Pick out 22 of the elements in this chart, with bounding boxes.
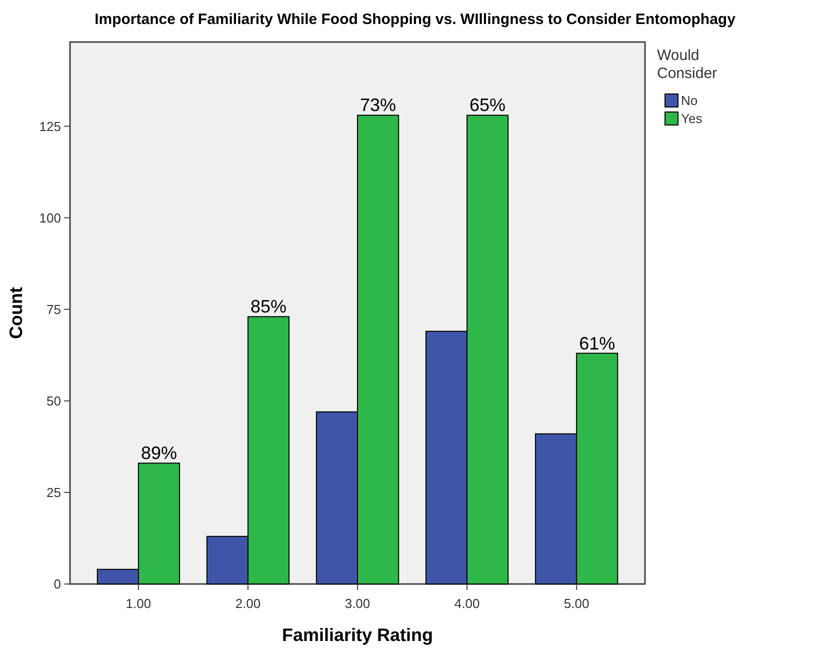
- legend-title: Would Consider: [657, 47, 718, 82]
- y-tick-label: 75: [46, 302, 61, 317]
- annotation: 85%: [250, 296, 287, 317]
- x-tick-label: 2.00: [235, 596, 261, 611]
- x-axis-title: Familiarity Rating: [282, 625, 434, 645]
- y-tick-label: 100: [39, 210, 61, 226]
- legend-label: No: [681, 93, 698, 108]
- annotation: 61%: [579, 333, 616, 354]
- annotation: 65%: [470, 95, 506, 116]
- y-tick-label: 50: [46, 393, 61, 408]
- y-tick-label: 125: [39, 118, 61, 134]
- legend-label: Yes: [681, 111, 703, 126]
- y-tick-label: 0: [54, 576, 61, 592]
- x-tick-label: 3.00: [344, 596, 370, 611]
- annotation: 89%: [140, 443, 178, 464]
- x-tick-label: 5.00: [564, 596, 590, 611]
- x-tick-label: 1.00: [126, 596, 152, 611]
- chart-title: Importance of Familiarity While Food Shopping vs. WIllingness to Consider Entomophagy: [94, 11, 736, 28]
- y-tick-label: 25: [46, 484, 61, 500]
- x-tick-label: 4.00: [454, 596, 480, 611]
- annotation: 73%: [360, 95, 396, 116]
- y-axis-title: Count: [6, 287, 26, 339]
